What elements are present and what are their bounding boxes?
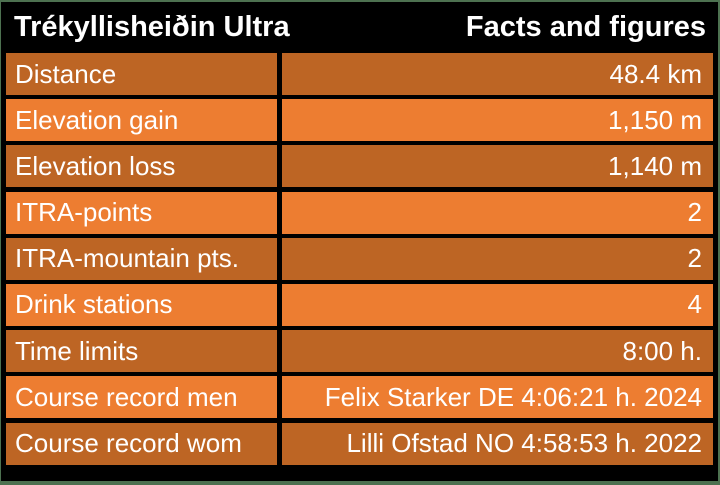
table-row: Elevation gain 1,150 m: [6, 99, 713, 142]
table-body: Distance 48.4 km Elevation gain 1,150 m …: [1, 53, 718, 465]
row-value: Lilli Ofstad NO 4:58:53 h. 2022: [346, 428, 702, 458]
row-label: ITRA-points: [15, 197, 153, 228]
table-row: Time limits 8:00 h.: [6, 330, 713, 373]
table-row: Course record wom Lilli Ofstad NO 4:58:5…: [6, 422, 713, 465]
table-row: Course record men Felix Starker DE 4:06:…: [6, 376, 713, 419]
row-value: 48.4 km: [609, 58, 703, 89]
row-value: 8:00 h.: [622, 335, 702, 366]
column-divider: [277, 191, 282, 234]
row-value: 2: [687, 243, 702, 274]
table-row: ITRA-points 2: [6, 191, 713, 234]
table-row: Elevation loss 1,140 m: [6, 145, 713, 188]
table-subtitle: Facts and figures: [465, 11, 706, 43]
column-divider: [277, 145, 282, 188]
row-value: 2: [687, 197, 702, 228]
row-label: Course record men: [15, 381, 238, 412]
column-divider: [277, 283, 282, 326]
column-divider: [277, 376, 282, 419]
column-divider: [277, 330, 282, 373]
row-value: Felix Starker DE 4:06:21 h. 2024: [324, 381, 702, 412]
row-value: 4: [687, 289, 702, 320]
row-label: Drink stations: [15, 289, 173, 320]
row-label: ITRA-mountain pts.: [15, 243, 239, 274]
column-divider: [277, 237, 282, 280]
row-label: Elevation loss: [15, 150, 176, 181]
row-value: 1,150 m: [608, 104, 702, 135]
column-divider: [277, 422, 282, 465]
table-row: ITRA-mountain pts. 2: [6, 237, 713, 280]
row-value: 1,140 m: [608, 150, 702, 181]
table-row: Drink stations 4: [6, 283, 713, 326]
row-label: Distance: [15, 58, 117, 89]
row-label: Time limits: [15, 335, 139, 366]
table-header: Trékyllisheiðin Ultra Facts and figures: [1, 2, 718, 53]
row-label: Course record wom: [15, 428, 242, 458]
table-row: Distance 48.4 km: [6, 53, 713, 95]
column-divider: [277, 99, 282, 142]
row-label: Elevation gain: [15, 104, 179, 135]
column-divider: [277, 53, 282, 95]
table-title: Trékyllisheiðin Ultra: [14, 11, 290, 43]
